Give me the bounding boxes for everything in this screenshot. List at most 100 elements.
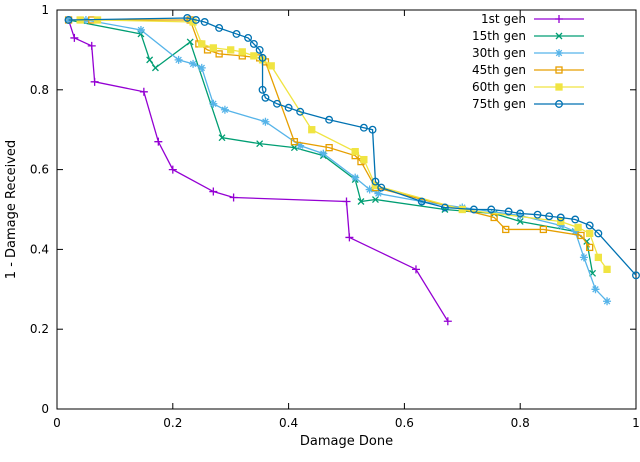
y-tick-label: 0 [41, 402, 49, 416]
circle-open-marker [417, 197, 426, 206]
square-filled-marker [227, 46, 235, 54]
y-tick-label: 0.8 [30, 83, 49, 97]
circle-open-marker [244, 33, 253, 42]
asterisk-marker [571, 227, 580, 236]
legend-label: 15th gen [472, 29, 526, 43]
x-tick-label: 0.2 [163, 416, 182, 430]
square-filled-marker [557, 217, 565, 226]
circle-open-marker [368, 125, 377, 134]
asterisk-marker [591, 285, 600, 294]
asterisk-marker [579, 253, 588, 262]
square-filled-marker [198, 40, 206, 48]
plus-marker [229, 193, 238, 202]
plus-marker [345, 233, 354, 242]
cross-marker [256, 140, 264, 148]
circle-open-marker [258, 53, 267, 62]
circle-open-marker [273, 99, 281, 108]
square-filled-marker [603, 265, 611, 274]
circle-open-marker [533, 210, 542, 219]
plus-marker [139, 87, 148, 96]
circle-open-marker [215, 24, 224, 32]
plus-marker [443, 317, 452, 326]
circle-open-marker [232, 29, 241, 38]
cross-marker [555, 32, 563, 40]
square-filled-marker [555, 83, 563, 91]
series-30th-gen [64, 15, 612, 306]
asterisk-marker [365, 185, 374, 194]
circle-open-marker [377, 183, 386, 192]
circle-open-marker [371, 177, 380, 186]
plus-marker [87, 41, 96, 50]
asterisk-marker [603, 297, 612, 306]
cross-marker [218, 134, 226, 142]
square-open-marker [577, 231, 585, 240]
asterisk-marker [556, 221, 565, 230]
circle-open-marker [261, 93, 270, 102]
circle-open-marker [487, 205, 496, 214]
y-tick-label: 0.4 [30, 242, 49, 256]
square-filled-marker [574, 223, 582, 232]
asterisk-marker [319, 149, 328, 158]
asterisk-marker [174, 55, 183, 64]
cross-marker [371, 196, 379, 203]
square-filled-marker [360, 155, 368, 164]
y-tick-label: 0.6 [30, 163, 49, 177]
square-open-marker [539, 225, 548, 234]
plus-marker [168, 165, 177, 174]
square-filled-marker [594, 253, 603, 262]
cross-marker [357, 198, 365, 205]
asterisk-marker [136, 25, 145, 34]
asterisk-marker [261, 117, 270, 126]
legend-label: 75th gen [472, 97, 526, 111]
circle-open-marker [504, 207, 513, 216]
circle-open-marker [545, 212, 554, 221]
x-tick-label: 0 [53, 416, 61, 430]
legend-label: 30th gen [472, 46, 526, 60]
series-60th-gen [76, 16, 611, 274]
plus-marker [209, 187, 218, 196]
plus-marker [411, 265, 420, 274]
circle-open-marker [64, 16, 73, 24]
circle-open-marker [556, 213, 565, 222]
asterisk-marker [555, 49, 563, 57]
square-filled-marker [308, 126, 316, 134]
square-open-marker [215, 50, 223, 58]
series-line [68, 17, 637, 276]
circle-open-marker [192, 16, 200, 24]
circle-open-marker [183, 14, 192, 22]
series-line [67, 19, 449, 322]
legend: 1st gen 15th gen 30th gen 45th gen 60th gen 7… [472, 12, 584, 111]
circle-open-marker [555, 100, 563, 108]
square-open-marker [325, 144, 333, 152]
legend-entry: 1st gen [481, 12, 584, 26]
plot-border [56, 9, 637, 410]
asterisk-marker [209, 99, 218, 108]
series-75th-gen [64, 14, 640, 280]
plus-marker [154, 137, 163, 146]
legend-label: 45th gen [472, 63, 526, 77]
circle-open-marker [296, 107, 305, 116]
legend-entry: 45th gen [472, 63, 584, 77]
circle-open-marker [325, 115, 334, 124]
circle-open-marker [594, 229, 603, 238]
x-axis-label: Damage Done [300, 434, 393, 449]
square-open-marker [490, 213, 498, 222]
square-filled-marker [351, 147, 359, 156]
square-filled-marker [586, 229, 594, 238]
cross-marker [151, 64, 159, 72]
circle-open-marker [258, 85, 267, 94]
asterisk-marker [516, 211, 525, 220]
square-filled-marker [458, 205, 466, 214]
square-open-marker [290, 138, 299, 146]
asterisk-marker [189, 59, 198, 68]
square-open-marker [586, 243, 594, 252]
plus-marker [555, 15, 563, 23]
legend-label: 1st gen [481, 12, 526, 26]
cross-marker [583, 237, 591, 245]
asterisk-marker [374, 189, 383, 198]
cross-marker [146, 56, 154, 64]
circle-open-marker [632, 271, 640, 280]
x-tick-label: 0.6 [395, 416, 414, 430]
